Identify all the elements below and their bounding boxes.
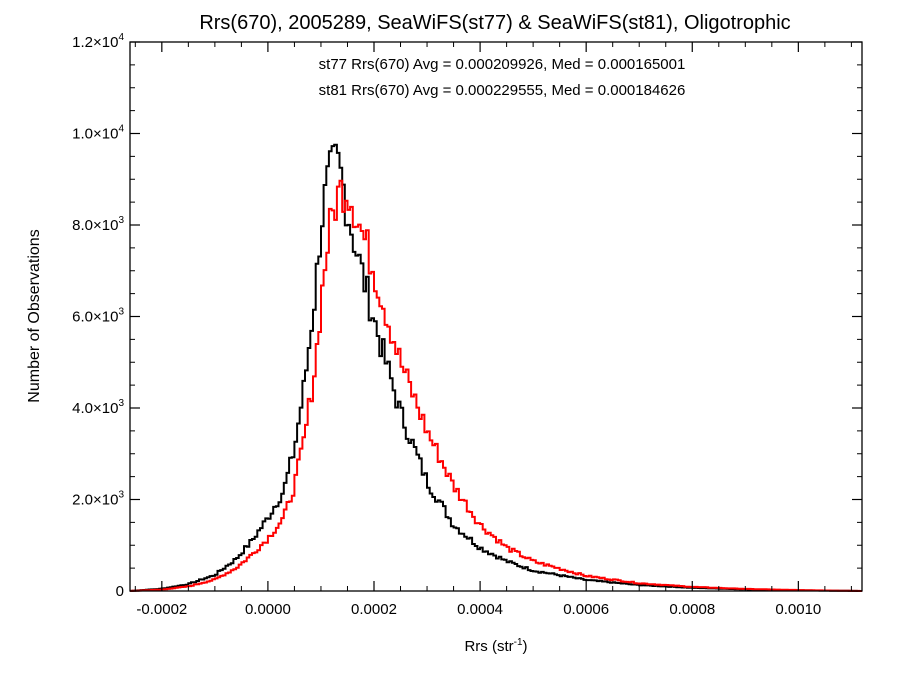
x-tick-labels: -0.0002 0.0000 0.0002 0.0004 0.0006 0.0008 0.0… [136, 601, 821, 618]
ticks-layer [130, 41, 862, 592]
x-axis-label-sup: -1 [514, 637, 523, 648]
y-axis-label: Number of Observations [26, 229, 43, 402]
x-axis-label-main: Rrs (str [464, 638, 513, 655]
y-tick-label: 1.0×104 [72, 124, 124, 143]
x-tick-label: -0.0002 [136, 601, 187, 618]
y-tick-labels: 0 2.0×103 4.0×103 6.0×103 8.0×103 1.0×104 1.2×… [72, 32, 124, 600]
y-tick-label: 8.0×103 [72, 215, 124, 234]
annotation-st77-stats: st77 Rrs(670) Avg = 0.000209926, Med = 0… [319, 56, 686, 73]
x-tick-label: 0.0006 [563, 601, 609, 618]
x-axis-label-close: ) [523, 638, 528, 655]
x-tick-label: 0.0008 [669, 601, 715, 618]
annotation-st81-stats: st81 Rrs(670) Avg = 0.000229555, Med = 0… [319, 82, 686, 99]
x-tick-label: 0.0004 [457, 601, 503, 618]
y-tick-label: 2.0×103 [72, 490, 124, 509]
plot-frame [129, 41, 863, 592]
x-tick-label: 0.0002 [351, 601, 397, 618]
chart-title: Rrs(670), 2005289, SeaWiFS(st77) & SeaWi… [199, 12, 790, 34]
y-tick-label: 1.2×104 [72, 32, 124, 51]
series-st81-histogram [130, 179, 862, 592]
x-tick-label: 0.0010 [775, 601, 821, 618]
series-st77-histogram [130, 143, 862, 592]
y-tick-label: 4.0×103 [72, 398, 124, 417]
y-tick-label: 0 [116, 583, 124, 600]
x-axis-label: Rrs (str-1) [464, 637, 527, 655]
x-tick-label: 0.0000 [245, 601, 291, 618]
series-layer [130, 143, 862, 592]
y-tick-label: 6.0×103 [72, 307, 124, 326]
